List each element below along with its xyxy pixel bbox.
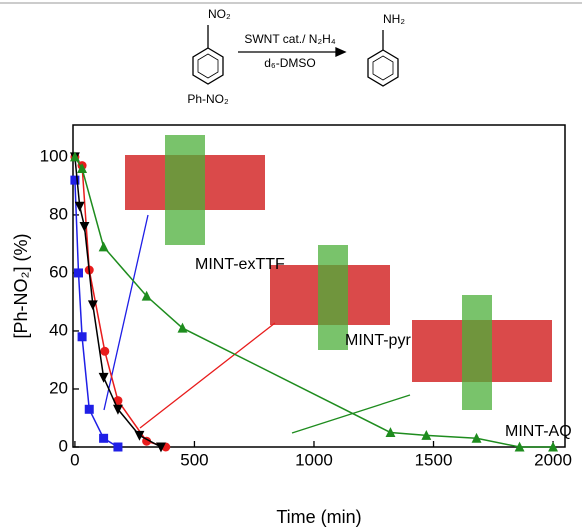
y-tick-label: 20 xyxy=(49,378,68,397)
scheme-text: NO₂ xyxy=(208,7,231,21)
y-axis-label: [Ph-NO₂] (%) xyxy=(11,234,31,339)
scheme-text: SWNT cat./ N₂H₄ xyxy=(244,32,335,46)
series-label: MINT-AQ xyxy=(505,423,572,440)
series-label: MINT-pyr xyxy=(345,332,411,349)
x-tick-label: 1500 xyxy=(415,450,453,469)
scheme-text: d₆-DMSO xyxy=(264,56,316,70)
x-tick-label: 1000 xyxy=(295,450,333,469)
y-tick-label: 0 xyxy=(59,436,68,455)
x-axis-label: Time (min) xyxy=(276,507,361,527)
marker xyxy=(113,443,122,452)
x-tick-label: 2000 xyxy=(534,450,572,469)
y-tick-label: 60 xyxy=(49,262,68,281)
molecule-images xyxy=(125,135,552,410)
marker xyxy=(99,434,108,443)
marker xyxy=(99,241,109,251)
marker xyxy=(78,332,87,341)
scheme-text: Ph-NO₂ xyxy=(187,92,229,106)
marker xyxy=(74,268,83,277)
chart: NO₂ Ph-NO₂ SWNT cat./ N₂H₄ d₆-DMSO NH₂ 0… xyxy=(0,0,582,529)
marker xyxy=(100,347,109,356)
scheme-text: NH₂ xyxy=(383,12,405,26)
y-tick-label: 40 xyxy=(49,320,68,339)
series-label: MINT-exTTF xyxy=(195,256,285,273)
y-tick-label: 100 xyxy=(40,146,68,165)
marker xyxy=(80,222,90,232)
x-tick-label: 500 xyxy=(180,450,208,469)
y-tick-label: 80 xyxy=(49,204,68,223)
marker xyxy=(99,373,109,383)
x-tick-label: 0 xyxy=(70,450,79,469)
marker xyxy=(85,405,94,414)
